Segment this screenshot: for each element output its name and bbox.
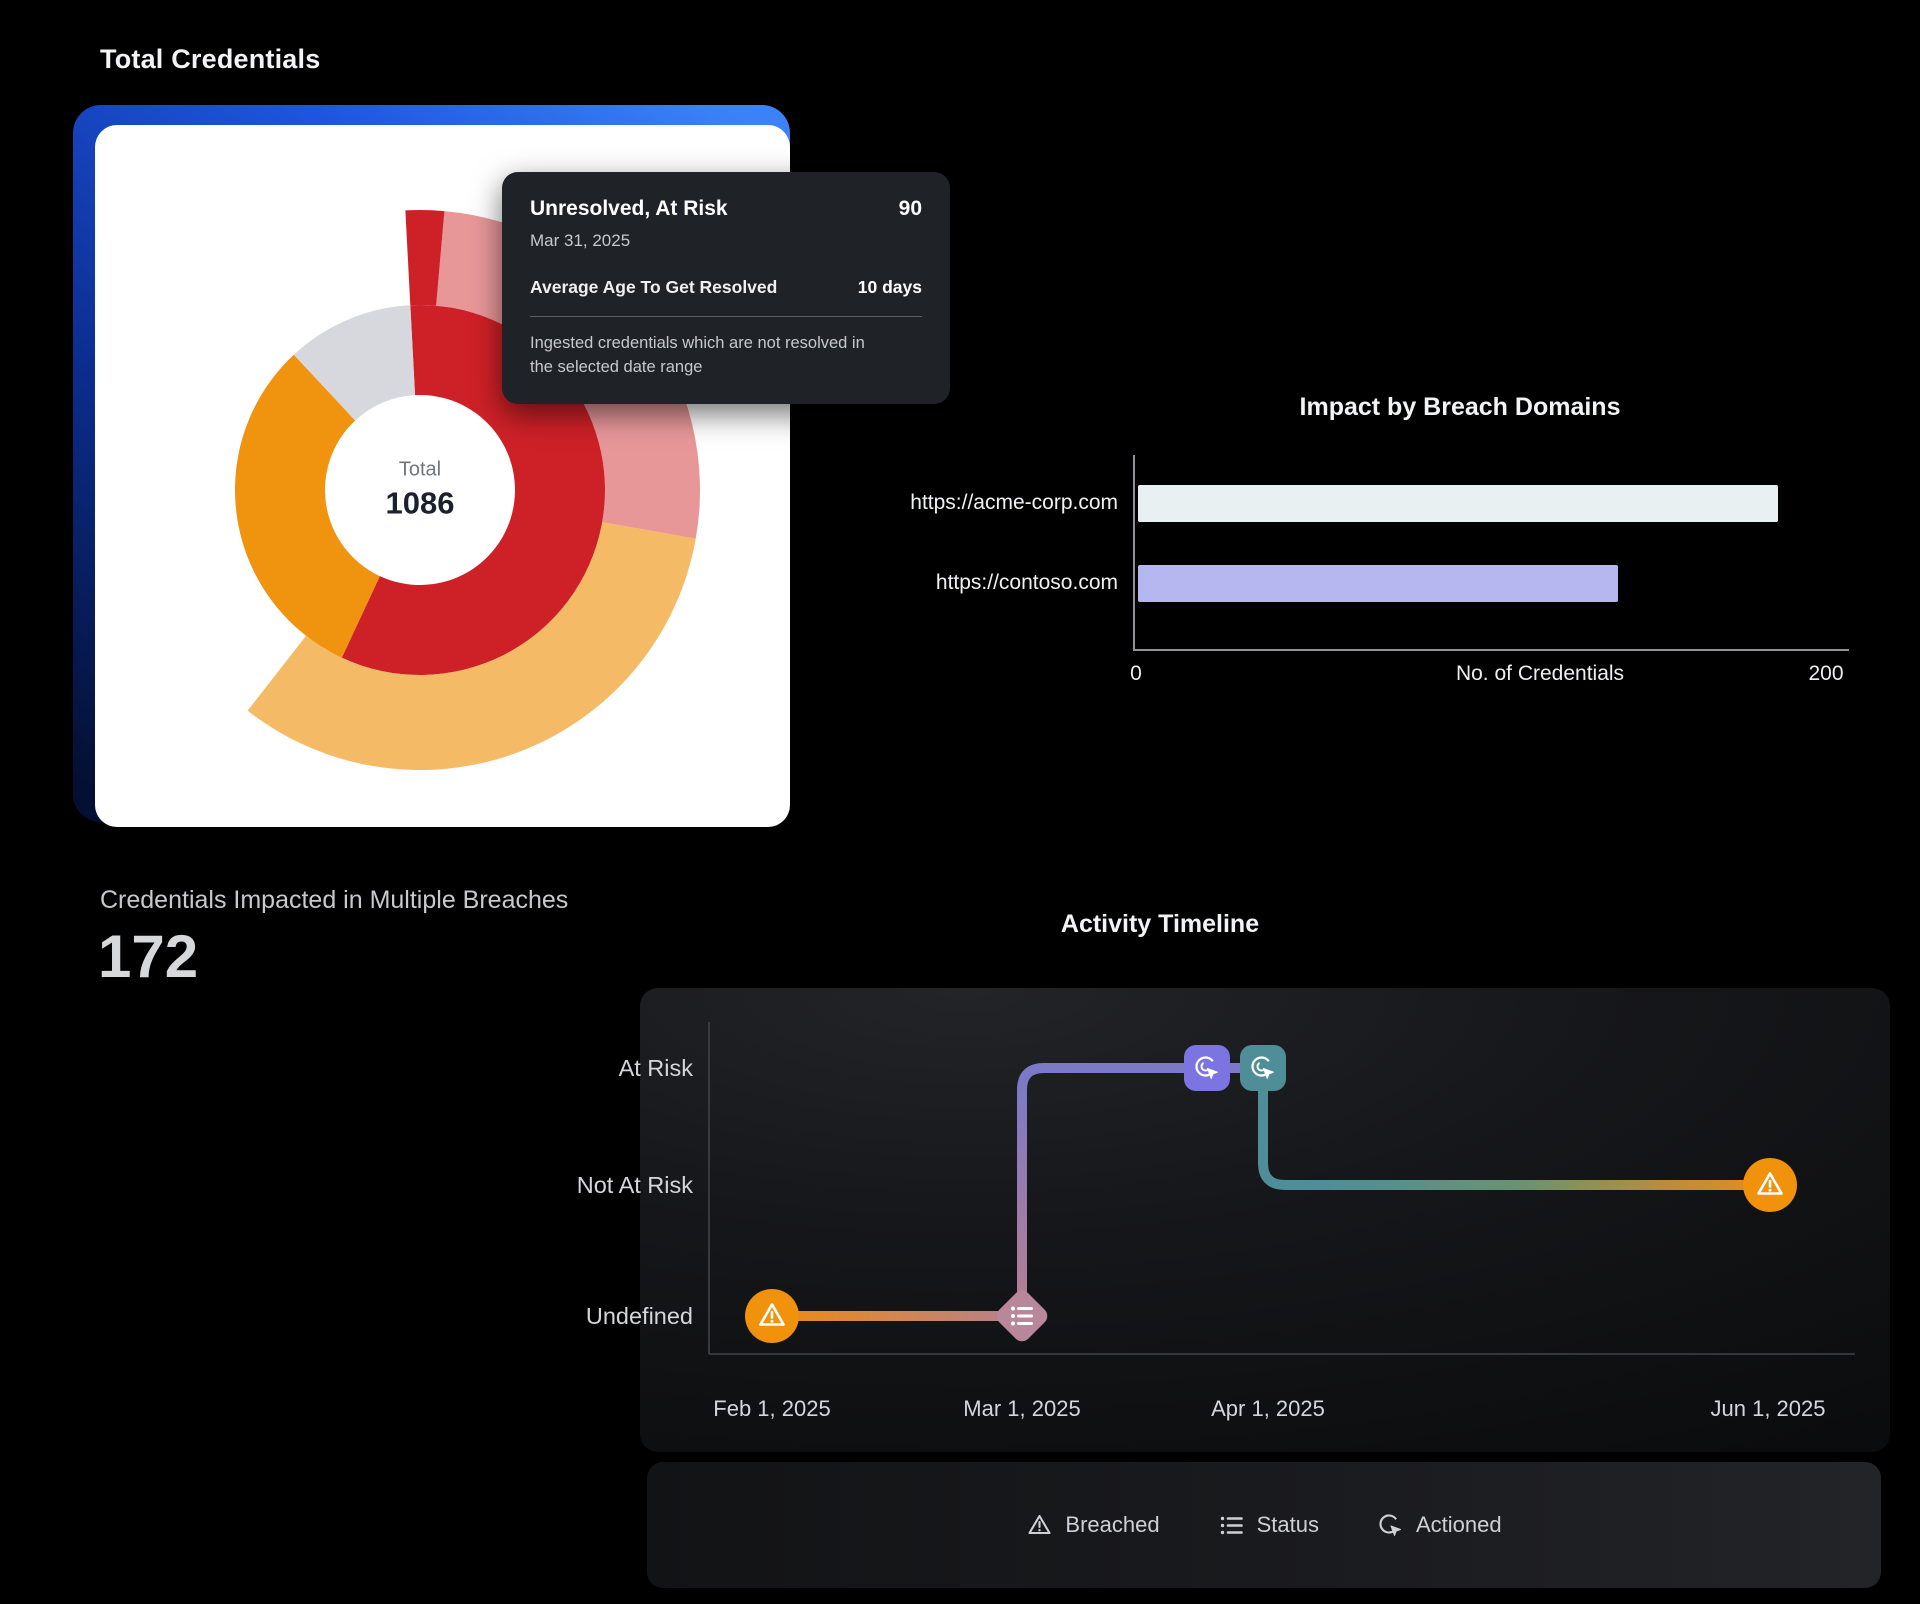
tooltip-metric-value: 10 days <box>857 277 922 297</box>
timeline-path-segment <box>1017 1063 1080 1314</box>
lane-label: Not At Risk <box>577 1172 693 1198</box>
timeline-path-segment <box>1258 1080 1330 1190</box>
multi-breach-label: Credentials Impacted in Multiple Breache… <box>100 886 569 914</box>
x-tick-200: 200 <box>1808 662 1844 685</box>
tooltip-segment-value: 90 <box>898 197 922 220</box>
lane-label: Undefined <box>586 1303 693 1329</box>
legend-item-actioned[interactable]: Actioned <box>1377 1512 1502 1539</box>
activity-timeline-chart[interactable]: At Risk Not At Risk Undefined Feb 1, 2025 Ma… <box>500 988 1890 1452</box>
bar-x-axis: 0 No. of Credentials 200 <box>1130 662 1847 692</box>
activity-timeline-title: Activity Timeline <box>1060 910 1260 938</box>
bar-acme[interactable] <box>1138 485 1778 522</box>
bar-category-label: https://contoso.com <box>935 571 1118 594</box>
x-axis-label: No. of Credentials <box>1455 662 1625 685</box>
tooltip-segment-title: Unresolved, At Risk <box>530 197 728 220</box>
bar-category-label: https://acme-corp.com <box>910 491 1118 514</box>
tooltip-date: Mar 31, 2025 <box>530 231 631 250</box>
donut-total-value: 1086 <box>385 485 455 521</box>
legend-item-label: Actioned <box>1415 1512 1502 1537</box>
donut-total-label: Total <box>398 458 442 481</box>
timeline-tick-label: Jun 1, 2025 <box>1711 1396 1826 1421</box>
legend-item-label: Status <box>1256 1512 1319 1537</box>
timeline-legend: Breached Status Actioned <box>647 1462 1881 1588</box>
actioned-node[interactable] <box>1184 1045 1230 1091</box>
total-credentials-heading: Total Credentials <box>100 44 321 74</box>
x-tick-0: 0 <box>1130 662 1142 685</box>
warning-triangle-icon <box>1028 1514 1051 1534</box>
activity-timeline-section: At Risk Not At Risk Undefined Feb 1, 2025 Ma… <box>500 988 1890 1452</box>
cursor-click-icon <box>1379 1513 1401 1536</box>
donut-segment[interactable] <box>247 522 696 770</box>
timeline-tick-label: Apr 1, 2025 <box>1211 1396 1325 1421</box>
lane-label: At Risk <box>619 1055 694 1081</box>
multi-breach-value: 172 <box>98 923 199 990</box>
legend-item-status[interactable]: Status <box>1218 1512 1319 1539</box>
tooltip-divider <box>530 316 922 317</box>
donut-tooltip: Unresolved, At Risk 90 Mar 31, 2025 Aver… <box>502 172 950 404</box>
bar-contoso[interactable] <box>1138 565 1618 602</box>
breached-node[interactable] <box>745 1289 799 1343</box>
timeline-tick-label: Feb 1, 2025 <box>713 1396 830 1421</box>
legend-item-label: Breached <box>1065 1512 1160 1537</box>
status-node[interactable] <box>993 1287 1051 1345</box>
tooltip-description: Ingested credentials which are not resol… <box>530 334 865 376</box>
donut-center-text: Total 1086 <box>386 459 455 522</box>
breach-domains-bar-chart <box>1133 455 1849 651</box>
donut-segment[interactable] <box>235 354 380 658</box>
donut-segment[interactable] <box>405 210 445 306</box>
breached-node[interactable] <box>1743 1158 1797 1212</box>
tooltip-metric-label: Average Age To Get Resolved <box>530 277 778 297</box>
impact-by-breach-title: Impact by Breach Domains <box>1299 393 1621 421</box>
legend-item-breached[interactable]: Breached <box>1026 1512 1160 1539</box>
list-icon <box>1220 1516 1243 1534</box>
actioned-node[interactable] <box>1240 1045 1286 1091</box>
timeline-tick-label: Mar 1, 2025 <box>963 1396 1080 1421</box>
donut-segment[interactable] <box>293 305 416 421</box>
